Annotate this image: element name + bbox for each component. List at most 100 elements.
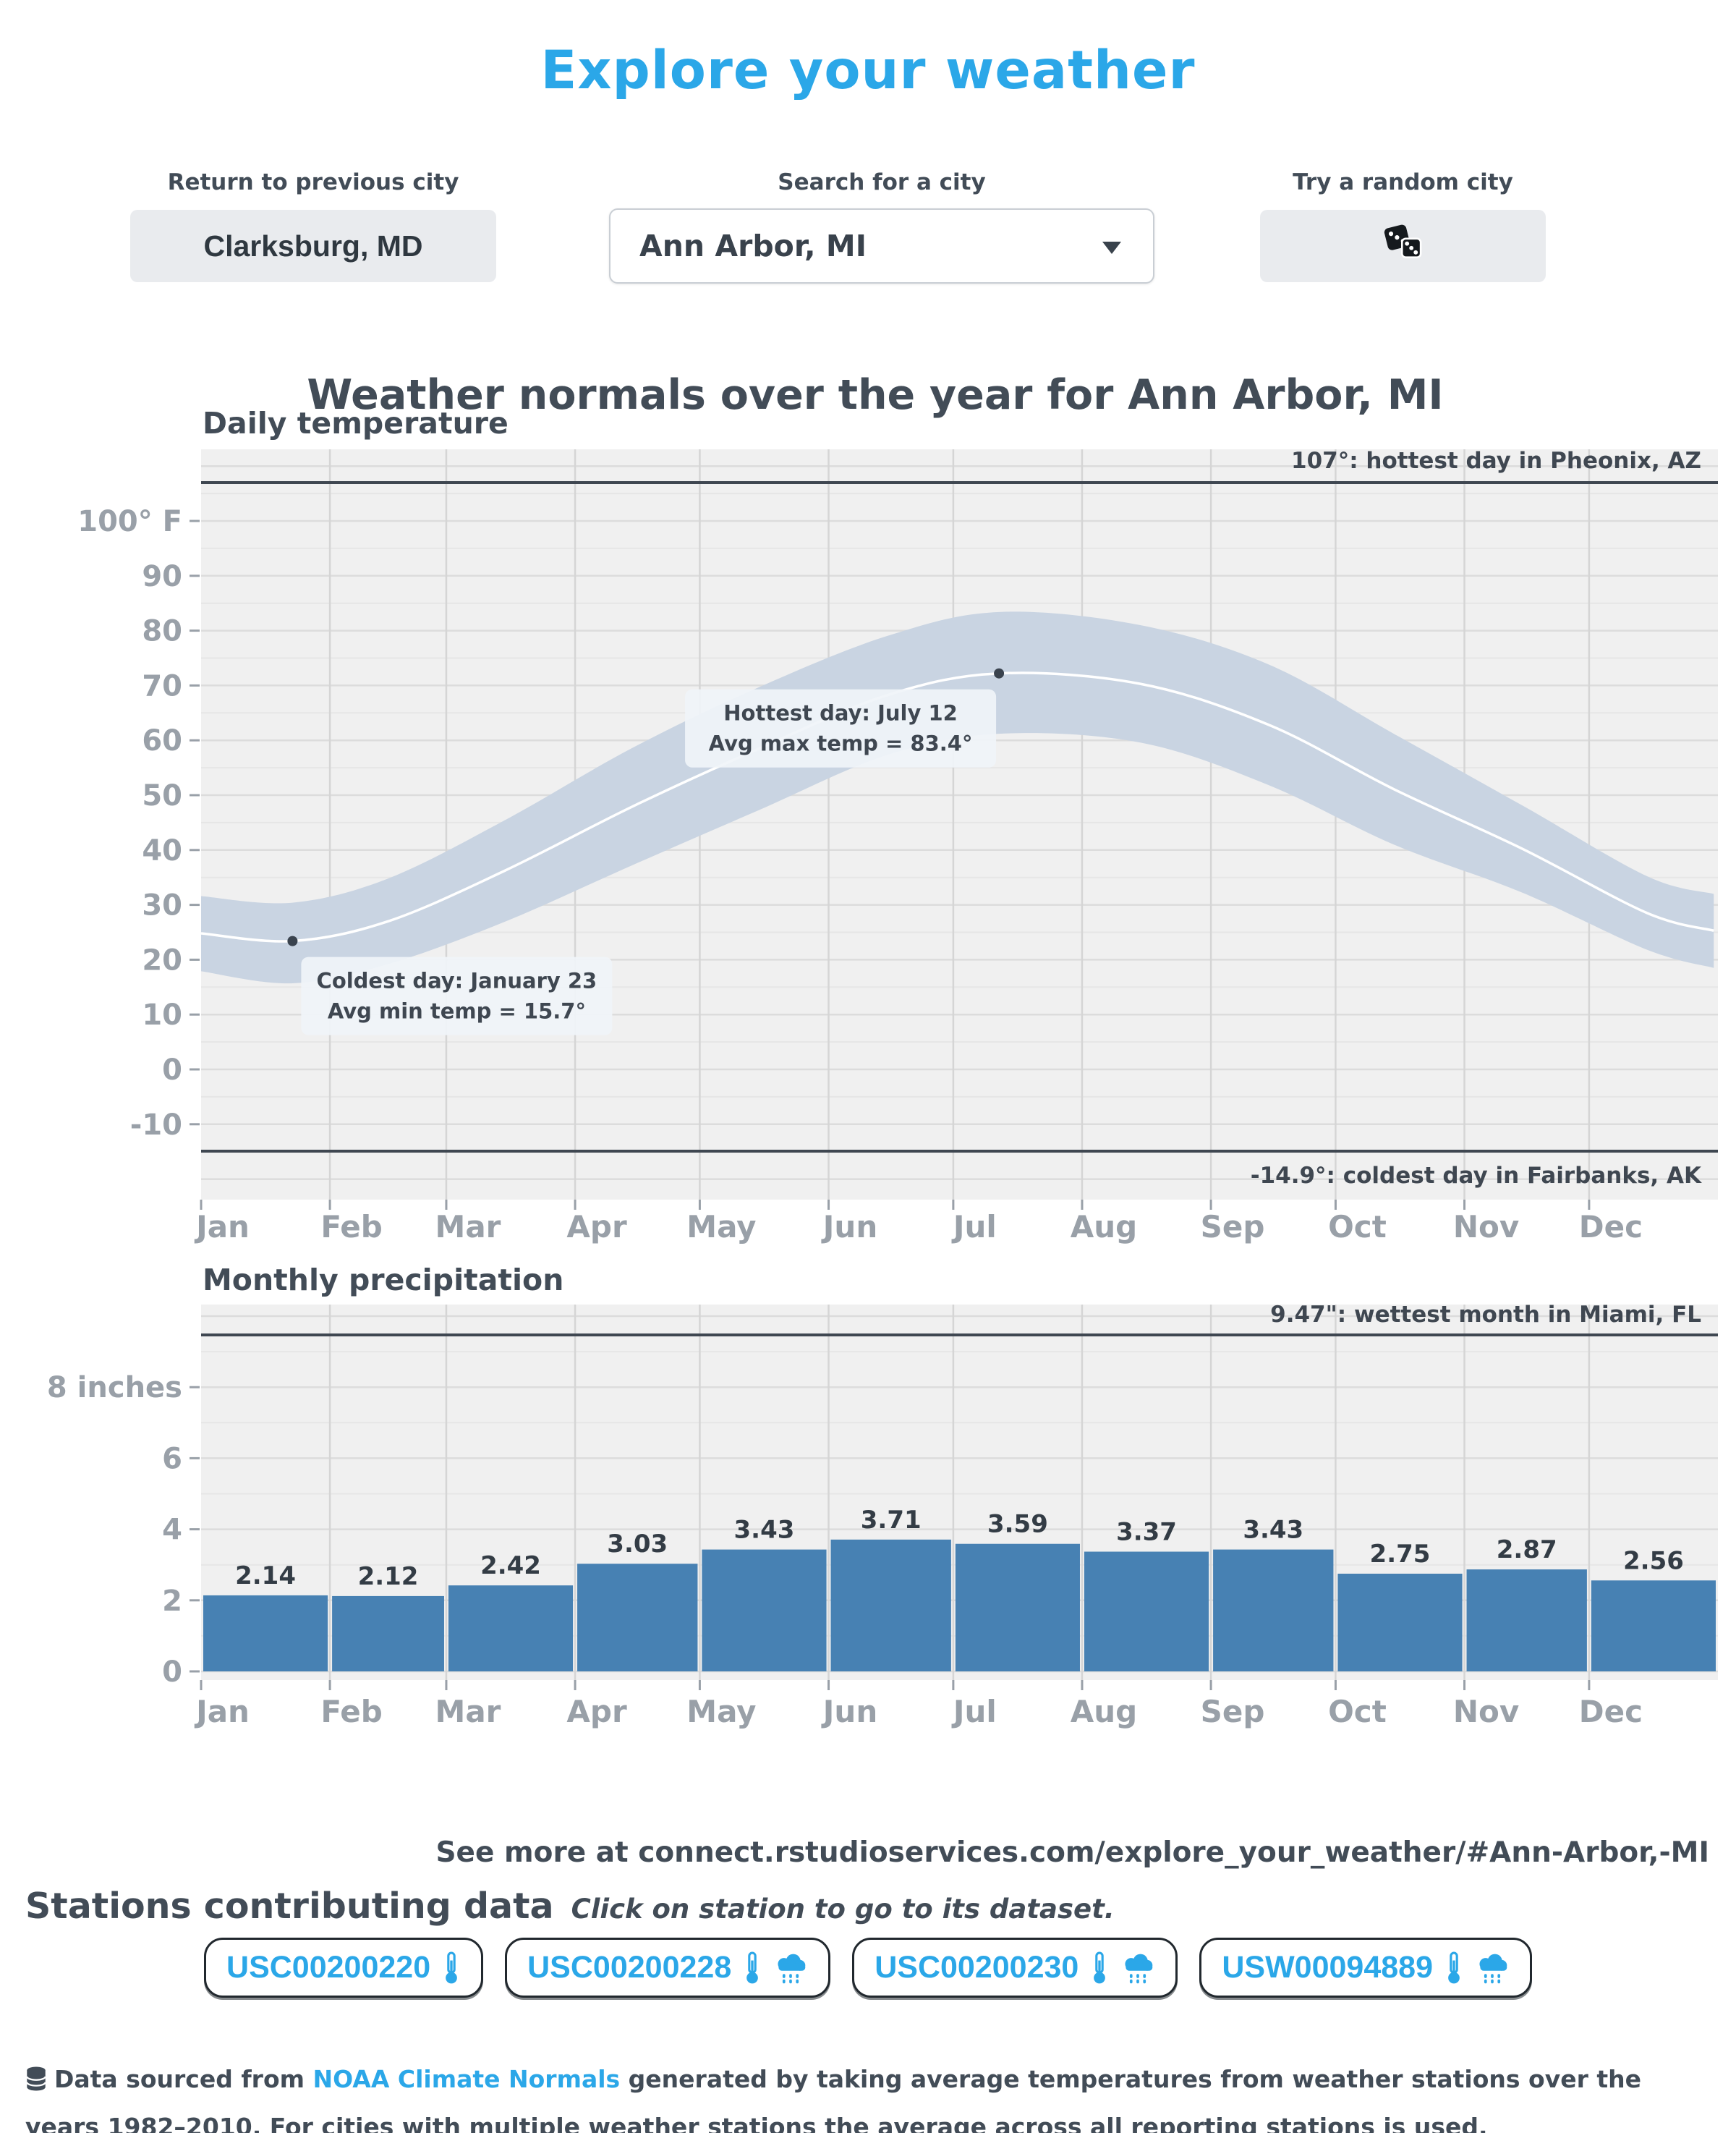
- avg-temperature-line: [201, 671, 1714, 943]
- ref-line-label: 9.47": wettest month in Miami, FL: [1270, 1302, 1701, 1328]
- y-tick-label: 20: [142, 943, 182, 977]
- bar-value-label: 2.12: [358, 1562, 419, 1591]
- y-tick-label: 60: [142, 724, 182, 758]
- coldest-annotation-box: [301, 957, 613, 1035]
- station-button-USW00094889[interactable]: USW00094889: [1199, 1938, 1532, 1998]
- y-tick-label: -10: [130, 1108, 182, 1142]
- x-tick-label: Aug: [1071, 1694, 1137, 1729]
- database-icon: [25, 2062, 47, 2106]
- x-tick-label: May: [686, 1209, 756, 1244]
- bar-value-label: 3.59: [987, 1510, 1048, 1539]
- y-tick-label: 6: [162, 1442, 182, 1475]
- x-tick-label: Mar: [435, 1209, 501, 1244]
- bar-value-label: 3.37: [1116, 1518, 1177, 1547]
- bar-value-label: 2.56: [1623, 1546, 1684, 1575]
- x-tick-label: Jan: [194, 1694, 250, 1729]
- x-tick-label: Mar: [435, 1694, 501, 1729]
- precipitation-chart-title: Monthly precipitation: [203, 1263, 564, 1297]
- page-title: Explore your weather: [540, 39, 1196, 101]
- x-tick-label: Jul: [951, 1694, 997, 1729]
- stations-heading: Stations contributing data: [25, 1886, 554, 1927]
- city-select[interactable]: Ann Arbor, MI: [609, 208, 1154, 284]
- hottest-day-dot: [994, 668, 1005, 679]
- precip-bar-mar: [448, 1585, 574, 1671]
- precip-bar-jan: [203, 1595, 328, 1671]
- bar-value-label: 2.42: [480, 1551, 541, 1580]
- dice-icon: [1381, 222, 1426, 270]
- y-tick-label: 4: [162, 1514, 182, 1547]
- rain-cloud-icon: [1475, 1952, 1510, 1984]
- x-tick-label: Aug: [1071, 1209, 1137, 1244]
- x-tick-label: Jul: [951, 1209, 997, 1244]
- monthly-precipitation-chart: 2.14 2.12 2.42 3.03 3.43 3.71 3.59 3.37 3.43 2.75…: [47, 1302, 1718, 1729]
- precip-bar-feb: [332, 1595, 444, 1671]
- bar-value-label: 2.87: [1497, 1535, 1557, 1564]
- precip-bar-apr: [577, 1564, 698, 1671]
- x-tick-label: Feb: [320, 1209, 383, 1244]
- precip-bar-oct: [1337, 1573, 1463, 1671]
- bar-value-label: 2.14: [235, 1561, 296, 1590]
- x-tick-label: Nov: [1453, 1694, 1519, 1729]
- y-tick-label: 100° F: [77, 505, 182, 538]
- bar-value-label: 3.43: [1243, 1516, 1303, 1545]
- station-id: USW00094889: [1222, 1950, 1433, 1985]
- temperature-chart-title: Daily temperature: [203, 406, 509, 441]
- x-tick-label: Apr: [566, 1209, 627, 1244]
- y-tick-label: 0: [162, 1053, 182, 1087]
- thermometer-icon: [1090, 1951, 1109, 1985]
- y-tick-label: 2: [162, 1585, 182, 1618]
- temperature-band: [201, 611, 1714, 984]
- y-tick-label: 8 inches: [47, 1371, 182, 1404]
- bar-value-label: 3.43: [734, 1516, 795, 1545]
- footer-post: generated by taking average temperatures…: [25, 2065, 1642, 2133]
- precip-bar-may: [702, 1549, 827, 1671]
- previous-city-button[interactable]: Clarksburg, MD: [130, 210, 496, 282]
- stations-row: USC00200220 USC00200228 USC00200230 USW0009…: [0, 1938, 1736, 1998]
- y-tick-label: 50: [142, 779, 182, 813]
- bar-value-label: 3.03: [607, 1530, 668, 1559]
- station-button-USC00200228[interactable]: USC00200228: [505, 1938, 831, 1998]
- x-tick-label: May: [686, 1694, 756, 1729]
- x-tick-label: Sep: [1201, 1694, 1265, 1729]
- previous-city-label: Return to previous city: [167, 169, 459, 195]
- precip-bar-nov: [1466, 1569, 1587, 1671]
- x-tick-label: Jun: [821, 1209, 877, 1244]
- rain-cloud-icon: [773, 1952, 808, 1984]
- x-tick-label: Oct: [1328, 1694, 1387, 1729]
- random-city-button[interactable]: [1260, 210, 1546, 282]
- precip-bar-dec: [1591, 1580, 1716, 1671]
- y-tick-label: 10: [142, 998, 182, 1032]
- hottest-annotation-box: [685, 689, 997, 768]
- search-city-label: Search for a city: [778, 169, 986, 195]
- x-tick-label: Dec: [1579, 1209, 1643, 1244]
- y-tick-label: 40: [142, 834, 182, 868]
- footer-pre: Data sourced from: [54, 2065, 313, 2093]
- stations-note: Click on station to go to its dataset.: [571, 1894, 1115, 1925]
- precip-bar-jun: [830, 1539, 951, 1671]
- random-city-label: Try a random city: [1293, 169, 1513, 195]
- x-tick-label: Apr: [566, 1694, 627, 1729]
- y-tick-label: 90: [142, 560, 182, 593]
- station-id: USC00200228: [527, 1950, 732, 1985]
- x-tick-label: Sep: [1201, 1209, 1265, 1244]
- station-button-USC00200230[interactable]: USC00200230: [852, 1938, 1178, 1998]
- thermometer-icon: [743, 1951, 762, 1985]
- stations-header: Stations contributing data Click on stat…: [25, 1886, 1115, 1927]
- x-tick-label: Nov: [1453, 1209, 1519, 1244]
- station-id: USC00200230: [875, 1950, 1079, 1985]
- precip-bar-aug: [1084, 1551, 1209, 1671]
- y-tick-label: 70: [142, 669, 182, 703]
- x-tick-label: Jun: [821, 1694, 877, 1729]
- noaa-link[interactable]: NOAA Climate Normals: [312, 2065, 621, 2093]
- y-tick-label: 80: [142, 615, 182, 648]
- x-tick-label: Dec: [1579, 1694, 1643, 1729]
- x-tick-label: Oct: [1328, 1209, 1387, 1244]
- station-button-USC00200220[interactable]: USC00200220: [204, 1938, 484, 1998]
- precip-bar-jul: [955, 1543, 1080, 1671]
- y-tick-label: 0: [162, 1655, 182, 1689]
- see-more-text: See more at connect.rstudioservices.com/…: [435, 1836, 1709, 1869]
- precip-bar-sep: [1213, 1549, 1334, 1671]
- bar-value-label: 2.75: [1370, 1540, 1431, 1569]
- section-title: Weather normals over the year for Ann Ar…: [307, 371, 1444, 420]
